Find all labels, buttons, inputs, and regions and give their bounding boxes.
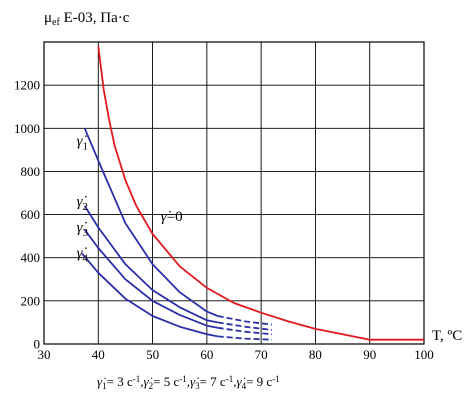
series-line-1: [83, 127, 219, 317]
x-tick-label: 50: [146, 347, 159, 362]
x-tick-label: 30: [38, 347, 51, 362]
series-dashed-1: [217, 315, 273, 326]
x-tick-label: 80: [309, 347, 322, 362]
y-tick-label: 600: [21, 207, 41, 222]
x-tick-label: 100: [414, 347, 434, 362]
y-tick-label: 200: [21, 293, 41, 308]
plot-frame: [43, 41, 425, 345]
series-dashed-3: [217, 326, 273, 336]
series-label-2: γ̇2: [77, 194, 88, 213]
series-layer: [81, 46, 424, 341]
series-line-4: [81, 252, 218, 338]
y-tick-label: 800: [21, 164, 41, 179]
series-label-0: γ̇=0: [161, 209, 183, 225]
y-tick-label: 0: [34, 337, 41, 352]
series-label-3: γ̇3: [77, 220, 89, 239]
x-tick-label: 40: [92, 347, 105, 362]
y-tick-label: 1000: [14, 121, 40, 136]
series-label-4: γ̇4: [77, 246, 89, 265]
series-labels: γ̇=0 γ̇1 γ̇2 γ̇3 γ̇4: [77, 134, 183, 265]
y-tick-label: 1200: [14, 78, 40, 93]
x-tick-label: 90: [363, 347, 376, 362]
x-axis-label: T, ºC: [432, 328, 462, 344]
series-line-3: [83, 229, 218, 329]
caption: γ̇1= 3 с-1,γ̇2= 5 с-1,γ̇3= 7 с-1,γ̇4= 9 …: [97, 374, 280, 391]
x-tick-label: 70: [255, 347, 268, 362]
series-line-2: [83, 205, 218, 324]
series-label-1: γ̇1: [77, 134, 88, 153]
grid: [43, 41, 425, 345]
series-dashed-2: [217, 321, 273, 331]
x-tick-label: 60: [200, 347, 213, 362]
y-tick-label: 400: [21, 250, 41, 265]
y-axis-label: μef E-03, Па·с: [44, 10, 130, 28]
series-dashed-4: [217, 335, 273, 341]
series-line-0: [97, 46, 424, 341]
